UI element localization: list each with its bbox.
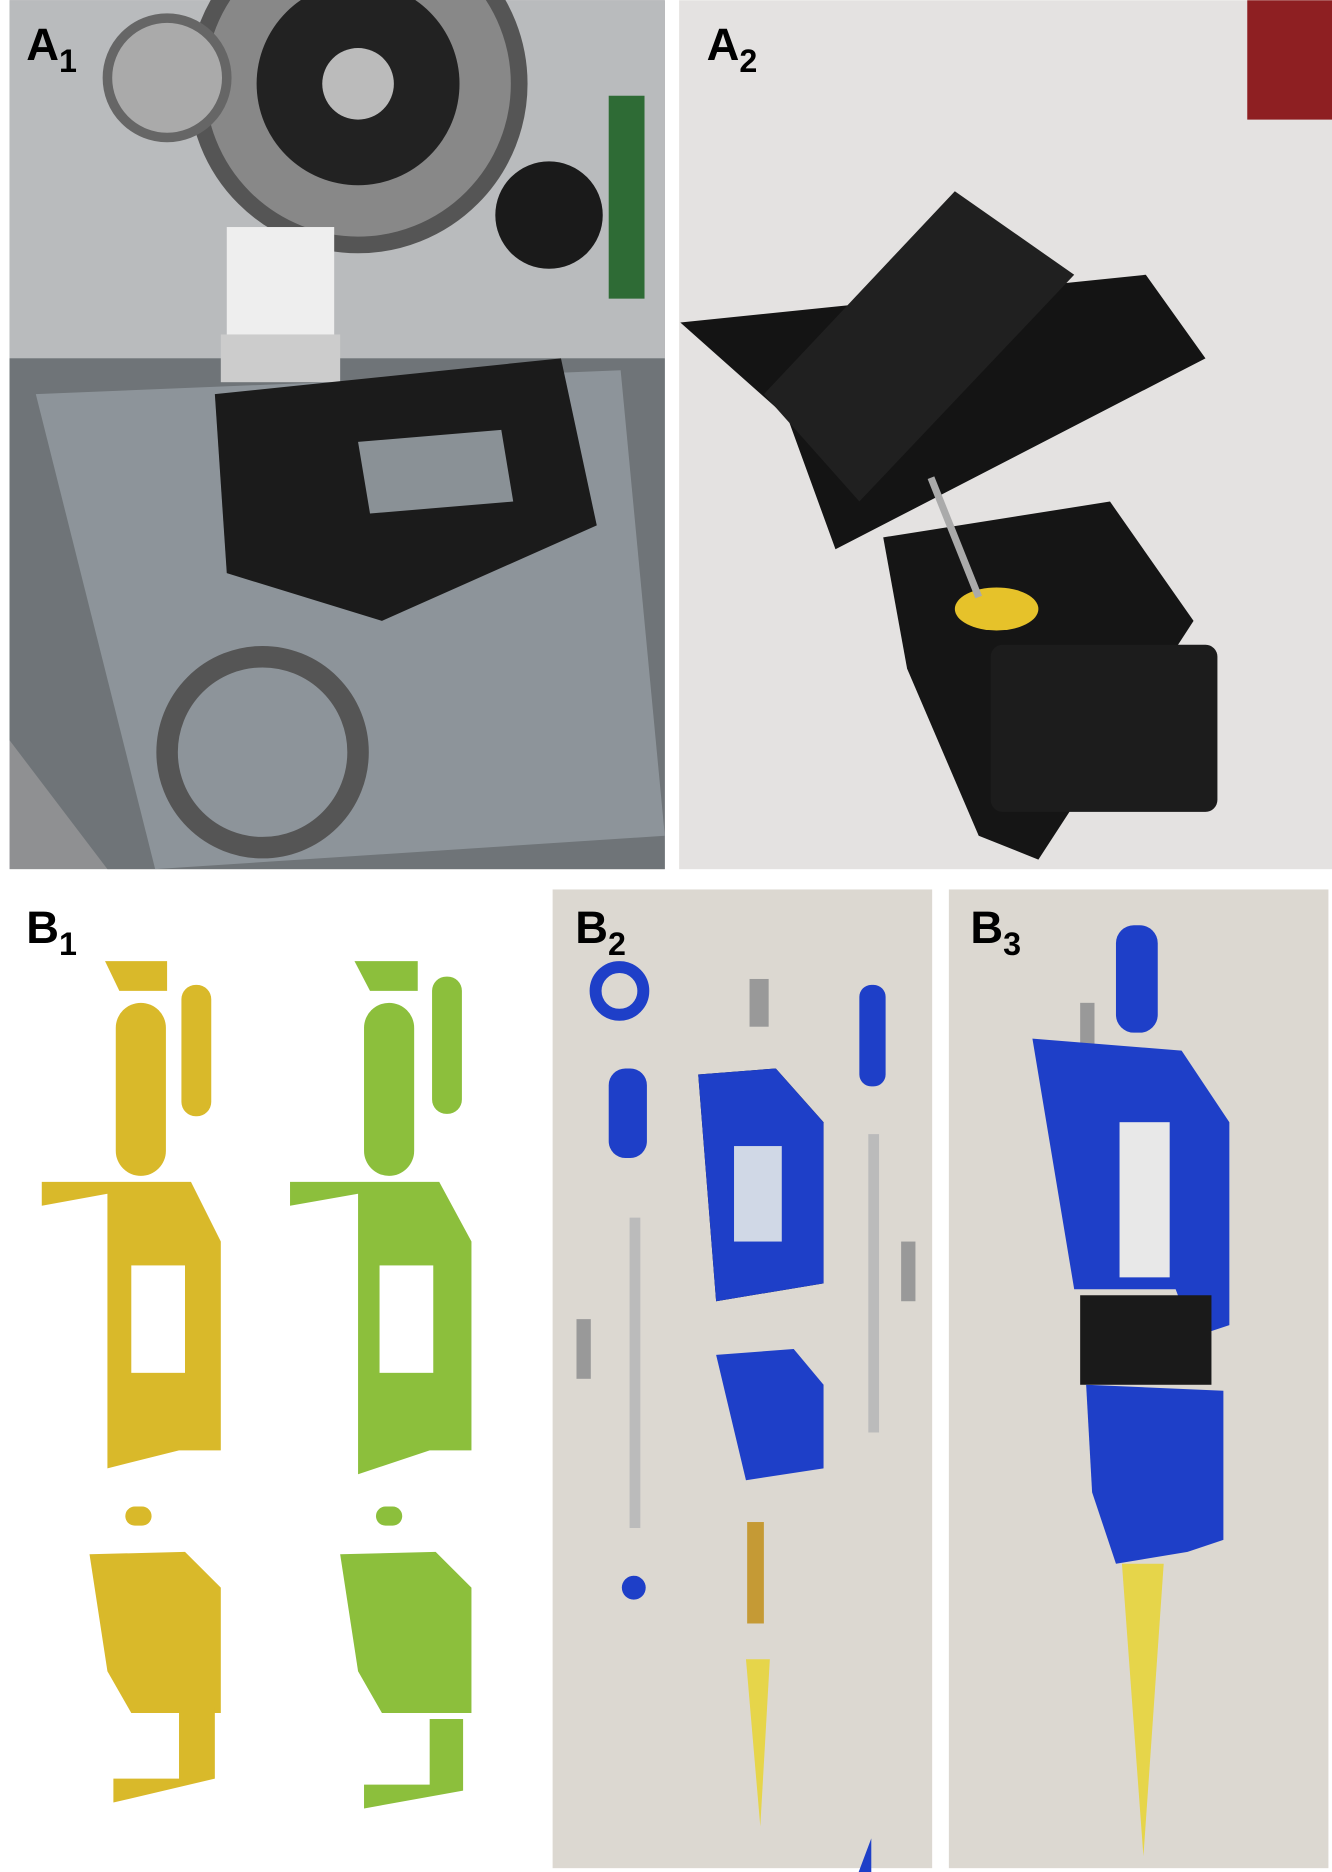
label-index: 2 [608, 926, 626, 962]
label-letter: A [26, 19, 59, 70]
render-b1 [0, 889, 538, 1872]
label-index: 2 [739, 43, 757, 79]
panel-label: B3 [970, 902, 1021, 962]
photo-a1 [9, 0, 665, 870]
label-letter: A [707, 19, 740, 70]
label-index: 3 [1003, 926, 1021, 962]
label-letter: B [26, 902, 59, 953]
panel-label: B2 [575, 902, 626, 962]
label-letter: B [970, 902, 1003, 953]
photo-b2 [552, 889, 933, 1872]
label-index: 1 [59, 926, 77, 962]
label-index: 1 [59, 43, 77, 79]
label-letter: B [575, 902, 608, 953]
photo-b3 [948, 889, 1329, 1869]
panel-label: B1 [26, 902, 77, 962]
panel-label: A2 [707, 19, 758, 79]
photo-a2 [679, 0, 1332, 870]
panel-label: A1 [26, 19, 77, 79]
